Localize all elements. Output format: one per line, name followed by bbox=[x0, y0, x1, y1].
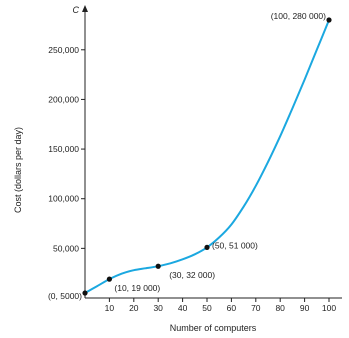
x-tick-label: 70 bbox=[251, 303, 261, 313]
y-axis-arrow-icon bbox=[82, 5, 88, 12]
y-tick-label: 100,000 bbox=[48, 194, 79, 204]
x-tick-label: 90 bbox=[300, 303, 310, 313]
x-axis-title: Number of computers bbox=[170, 323, 257, 333]
x-tick-label: 20 bbox=[129, 303, 139, 313]
y-tick-label: 50,000 bbox=[53, 243, 79, 253]
y-axis-letter: C bbox=[73, 5, 80, 15]
data-point bbox=[106, 276, 112, 282]
y-tick-label: 200,000 bbox=[48, 94, 79, 104]
x-tick-label: 60 bbox=[227, 303, 237, 313]
data-point bbox=[326, 17, 332, 23]
point-label: (0, 5000) bbox=[48, 291, 82, 301]
x-tick-label: 40 bbox=[178, 303, 188, 313]
point-label: (100, 280 000) bbox=[271, 11, 326, 21]
data-point bbox=[82, 290, 88, 296]
x-tick-label: 80 bbox=[275, 303, 285, 313]
x-tick-label: 10 bbox=[105, 303, 115, 313]
y-tick-label: 150,000 bbox=[48, 144, 79, 154]
x-tick-label: 50 bbox=[202, 303, 212, 313]
data-point bbox=[155, 263, 161, 269]
data-point bbox=[204, 244, 210, 250]
x-tick-label: 30 bbox=[153, 303, 163, 313]
point-label: (10, 19 000) bbox=[114, 283, 160, 293]
x-tick-label: 100 bbox=[322, 303, 336, 313]
y-axis: C bbox=[73, 5, 88, 298]
y-axis-title: Cost (dollars per day) bbox=[13, 127, 23, 213]
point-label: (30, 32 000) bbox=[169, 270, 215, 280]
point-label: (50, 51 000) bbox=[212, 240, 258, 250]
x-ticks: 10 20 30 40 50 60 70 80 90 100 bbox=[105, 298, 336, 313]
data-points: (0, 5000) (10, 19 000) (30, 32 000) (50, 51… bbox=[48, 11, 332, 301]
y-ticks: 50,000 100,000 150,000 200,000 250,000 bbox=[48, 45, 85, 253]
y-tick-label: 250,000 bbox=[48, 45, 79, 55]
cost-curve bbox=[84, 19, 330, 294]
